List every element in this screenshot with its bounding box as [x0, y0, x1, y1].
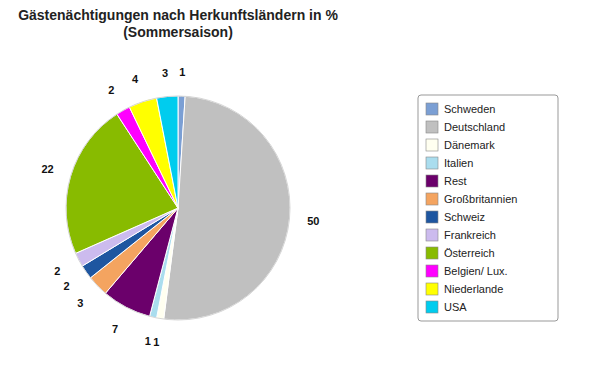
title-line: Gästenächtigungen nach Herkunftsländern …	[18, 7, 338, 23]
legend-label: Italien	[444, 157, 473, 169]
legend-label: Schweiz	[444, 211, 485, 223]
legend-label: Dänemark	[444, 139, 495, 151]
legend-swatch	[426, 211, 438, 223]
legend-swatch	[426, 121, 438, 133]
slice	[164, 96, 290, 320]
legend-label: Niederlande	[444, 283, 503, 295]
legend: Schweden Deutschland Dänemark Italien Rest Gr…	[418, 95, 558, 321]
legend-label: USA	[444, 301, 467, 313]
title-line: (Sommersaison)	[123, 24, 233, 40]
legend-swatch	[426, 193, 438, 205]
data-label: 1	[145, 335, 151, 347]
legend-swatch	[426, 265, 438, 277]
data-label: 2	[54, 265, 60, 277]
legend-swatch	[426, 157, 438, 169]
legend-label: Belgien/ Lux.	[444, 265, 508, 277]
legend-swatch	[426, 139, 438, 151]
data-label: 1	[153, 336, 159, 348]
data-label: 4	[132, 73, 139, 85]
slice	[157, 96, 178, 208]
data-label: 7	[112, 323, 118, 335]
data-label: 22	[41, 163, 53, 175]
legend-label: Großbritannien	[444, 193, 517, 205]
legend-swatch	[426, 301, 438, 313]
legend-swatch	[426, 175, 438, 187]
legend-swatch	[426, 229, 438, 241]
legend-label: Deutschland	[444, 121, 505, 133]
pie-outline	[66, 96, 290, 320]
data-label: 3	[162, 67, 168, 79]
data-label: 2	[63, 280, 69, 292]
legend-label: Schweden	[444, 103, 495, 115]
legend-label: Österreich	[444, 247, 495, 259]
data-label: 1	[179, 66, 185, 78]
legend-swatch	[426, 283, 438, 295]
legend-swatch	[426, 103, 438, 115]
pie	[66, 96, 290, 320]
chart: Gästenächtigungen nach Herkunftsländern …	[0, 0, 598, 366]
legend-label: Rest	[444, 175, 467, 187]
legend-swatch	[426, 247, 438, 259]
legend-label: Frankreich	[444, 229, 496, 241]
data-label: 50	[307, 215, 319, 227]
data-label: 2	[108, 84, 114, 96]
data-label: 3	[77, 297, 83, 309]
title: Gästenächtigungen nach Herkunftsländern …	[18, 7, 338, 40]
legend-frame	[418, 95, 558, 321]
data-labels: 15011732222243	[41, 66, 319, 348]
